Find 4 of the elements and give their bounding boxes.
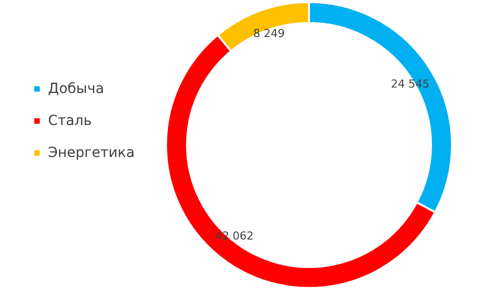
legend-label: Добыча bbox=[48, 81, 104, 97]
legend-label: Сталь bbox=[48, 113, 92, 129]
data-label: 42 062 bbox=[215, 229, 254, 242]
legend-label: Энергетика bbox=[48, 145, 135, 161]
